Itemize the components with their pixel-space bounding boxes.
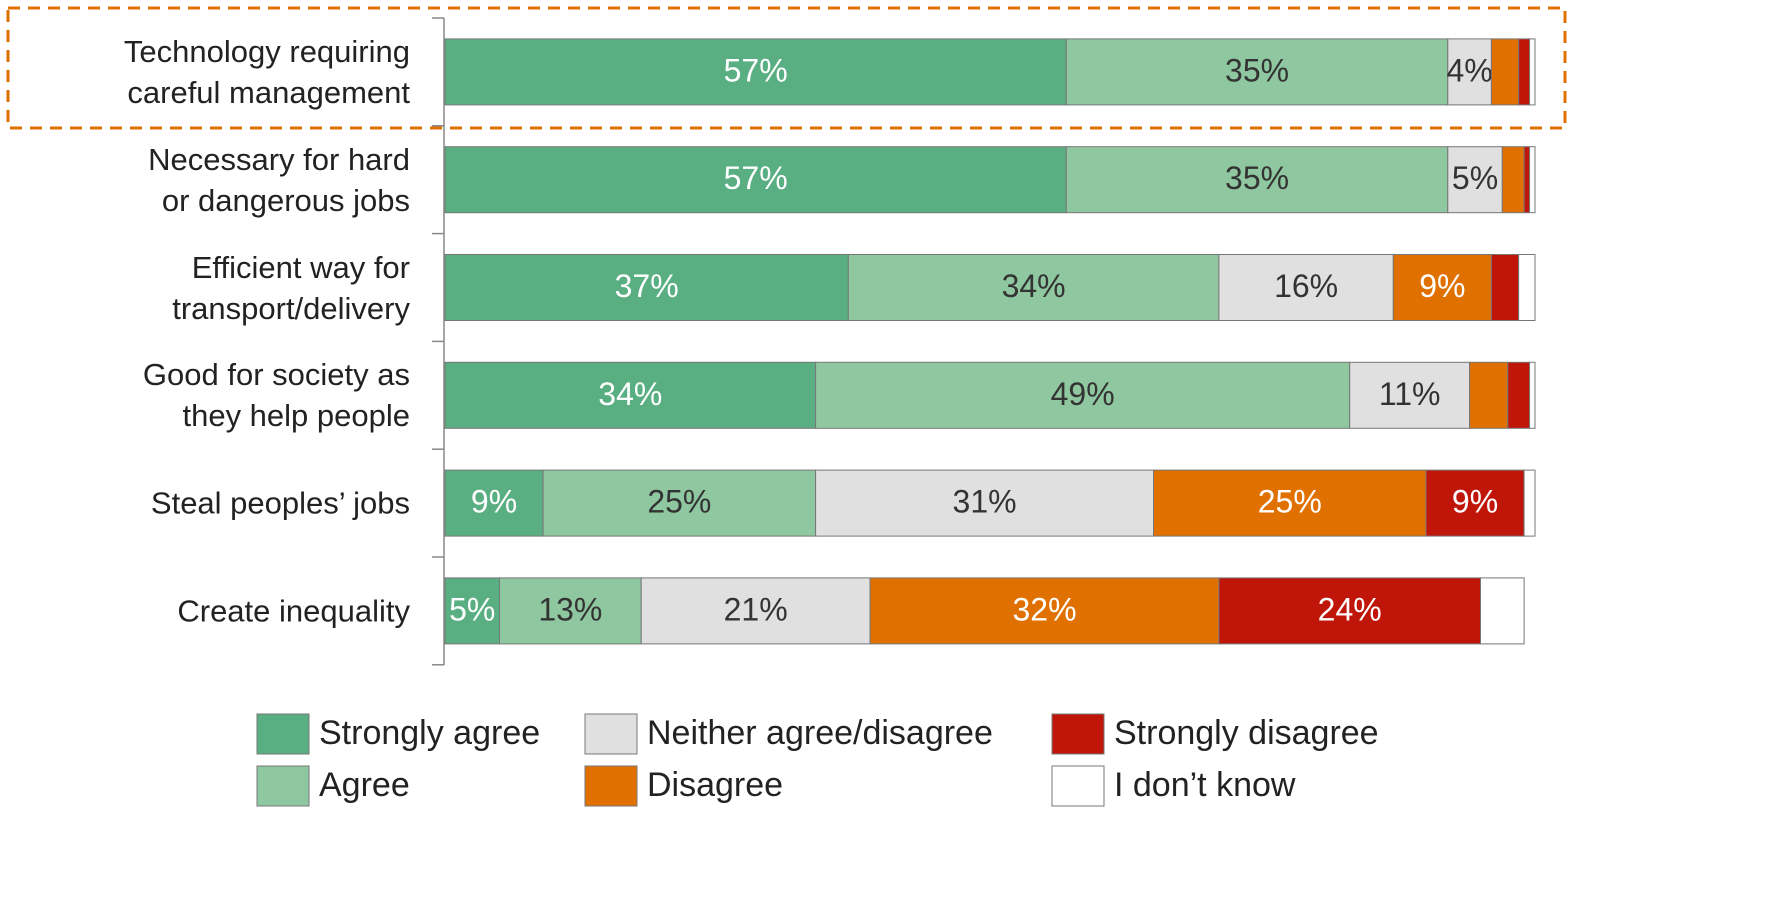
bar-segment	[444, 361, 817, 429]
data-label: 5%	[449, 591, 495, 627]
data-label: 25%	[1258, 484, 1322, 520]
legend-swatch	[256, 765, 310, 807]
bar-segment	[1507, 361, 1531, 429]
bar-segment	[1447, 146, 1503, 214]
data-label: 32%	[1012, 591, 1076, 627]
data-label: 37%	[615, 268, 679, 304]
data-label: 34%	[1002, 268, 1066, 304]
data-label: 57%	[724, 52, 788, 88]
bar-segment	[869, 577, 1220, 645]
bar-segment	[640, 577, 871, 645]
bar-segment	[815, 469, 1154, 537]
bar-segment	[444, 469, 544, 537]
legend-label: Strongly disagree	[1114, 714, 1379, 752]
data-label: 34%	[598, 376, 662, 412]
data-label: 9%	[1419, 268, 1465, 304]
category-label: Technology requiring careful management	[123, 33, 410, 110]
bar-segment	[1501, 146, 1525, 214]
category-label: Steal peoples’ jobs	[150, 485, 410, 521]
legend-label: I don’t know	[1114, 766, 1296, 804]
bar-segment	[499, 577, 642, 645]
bar-segment	[1529, 146, 1536, 214]
legend-label: Neither agree/disagree	[647, 714, 993, 752]
bar-segment	[1529, 361, 1536, 429]
data-label: 11%	[1379, 376, 1441, 412]
bar-segment	[1529, 38, 1536, 106]
bar-segment	[815, 361, 1351, 429]
data-label: 35%	[1225, 52, 1289, 88]
bar-segment	[1349, 361, 1471, 429]
bar-segment	[1523, 469, 1536, 537]
data-label: 24%	[1318, 591, 1382, 627]
bar-segment	[1490, 254, 1520, 321]
data-label: 13%	[538, 591, 602, 627]
category-label: Good for society as they help people	[142, 357, 410, 434]
data-label: 5%	[1452, 160, 1498, 196]
legend-label: Agree	[319, 766, 410, 804]
category-label: Necessary for hard or dangerous jobs	[148, 141, 410, 218]
data-label: 9%	[1452, 484, 1498, 520]
category-label: Efficient way for transport/delivery	[172, 249, 410, 326]
bar-segment	[1518, 38, 1531, 106]
bar-segment	[1523, 146, 1531, 214]
data-label: 4%	[1446, 52, 1492, 88]
bar-segment	[542, 469, 817, 537]
category-label: Create inequality	[177, 593, 410, 629]
data-label: 35%	[1225, 160, 1289, 196]
legend-swatch	[256, 713, 310, 755]
legend-label: Strongly agree	[319, 714, 540, 752]
bar-segment	[444, 38, 1067, 106]
bar-segment	[1218, 254, 1394, 321]
data-label: 21%	[724, 591, 788, 627]
bar-segment	[444, 577, 500, 645]
bar-segment	[1480, 577, 1525, 645]
data-label: 49%	[1051, 376, 1115, 412]
legend-swatch	[584, 713, 638, 755]
data-label: 9%	[471, 484, 517, 520]
legend-swatch	[584, 765, 638, 807]
bar-segment	[1425, 469, 1525, 537]
data-label: 25%	[647, 484, 711, 520]
bar-segment	[1065, 38, 1449, 106]
data-label: 57%	[724, 160, 788, 196]
bar-segment	[444, 254, 849, 321]
bar-segment	[1469, 361, 1509, 429]
legend-swatch	[1051, 765, 1105, 807]
bar-segment	[1490, 38, 1520, 106]
bar-segment	[1153, 469, 1427, 537]
bar-segment	[847, 254, 1220, 321]
bar-segment	[1518, 254, 1536, 321]
legend-label: Disagree	[647, 766, 783, 804]
data-label: 16%	[1274, 268, 1338, 304]
data-label: 31%	[953, 484, 1017, 520]
bar-segment	[1218, 577, 1482, 645]
legend-swatch	[1051, 713, 1105, 755]
